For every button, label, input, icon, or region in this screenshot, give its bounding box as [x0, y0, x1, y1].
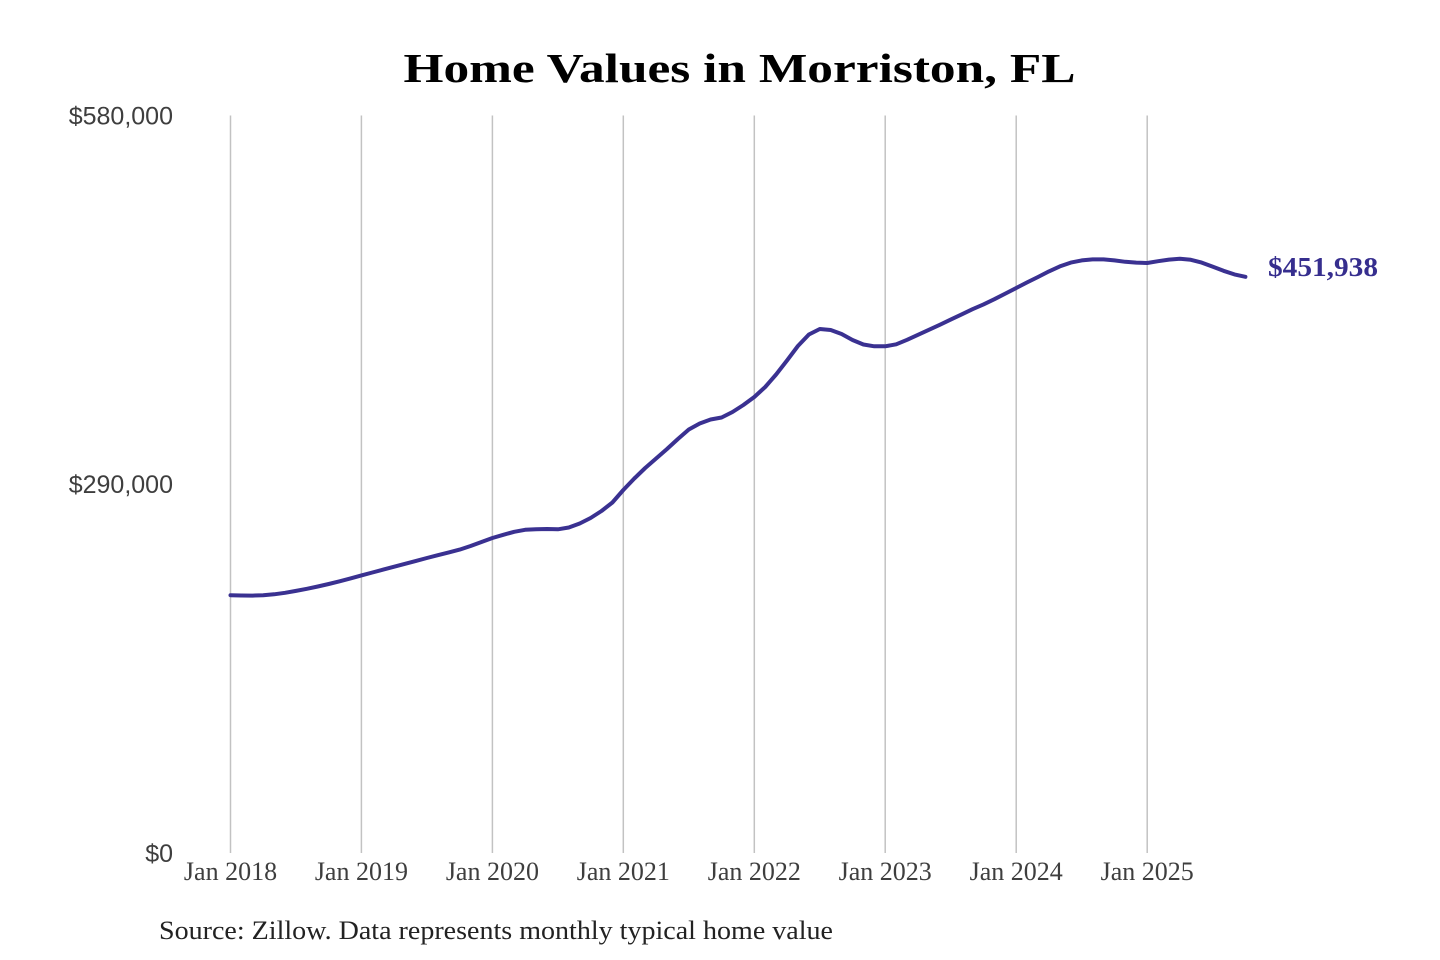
- svg-text:$290,000: $290,000: [69, 471, 173, 499]
- svg-text:Jan 2018: Jan 2018: [184, 857, 277, 886]
- svg-text:Jan 2019: Jan 2019: [315, 857, 408, 886]
- svg-text:$580,000: $580,000: [69, 103, 173, 131]
- svg-text:Jan 2023: Jan 2023: [839, 857, 932, 886]
- svg-text:Jan 2020: Jan 2020: [446, 857, 539, 886]
- svg-text:$451,938: $451,938: [1268, 252, 1378, 282]
- svg-text:Home Values in Morriston, FL: Home Values in Morriston, FL: [404, 45, 1076, 91]
- svg-text:Source: Zillow. Data represent: Source: Zillow. Data represents monthly …: [159, 916, 833, 945]
- svg-text:Jan 2025: Jan 2025: [1101, 857, 1194, 886]
- svg-text:Jan 2024: Jan 2024: [970, 857, 1063, 886]
- svg-text:Jan 2021: Jan 2021: [577, 857, 670, 886]
- svg-text:Jan 2022: Jan 2022: [708, 857, 801, 886]
- svg-text:$0: $0: [145, 840, 173, 868]
